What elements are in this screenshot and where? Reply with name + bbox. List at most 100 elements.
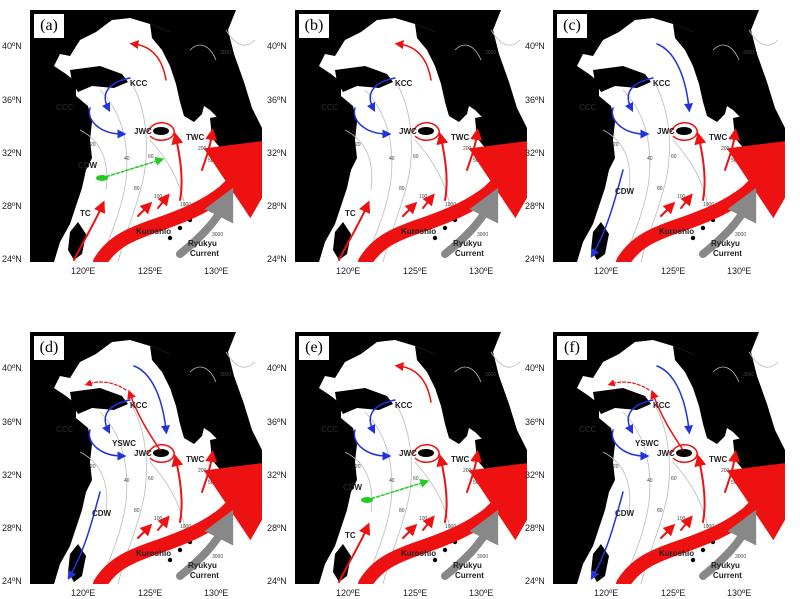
isobath-contour bbox=[622, 411, 651, 584]
x-tick-label: 125ºE bbox=[138, 588, 163, 598]
japan-sea-area bbox=[228, 332, 262, 450]
depth-label: 500 bbox=[208, 480, 217, 486]
label-kuroshio: Kuroshio bbox=[401, 227, 436, 236]
kuroshio-current bbox=[358, 458, 527, 584]
shandong-land bbox=[70, 66, 128, 92]
label-ccc: CCC bbox=[56, 425, 74, 434]
shandong-land bbox=[335, 66, 393, 92]
isobath-contour bbox=[149, 461, 187, 533]
x-tick-label: 120ºE bbox=[336, 588, 361, 598]
depth-label: 20 bbox=[613, 142, 619, 148]
shelf-warm-arrow bbox=[680, 193, 693, 209]
x-tick-label: 125ºE bbox=[661, 266, 686, 276]
jwc-loop bbox=[670, 122, 698, 142]
depth-label: 200 bbox=[463, 146, 472, 152]
ryukyu-current-arrow bbox=[176, 509, 234, 580]
shelf-warm-arrow bbox=[660, 201, 676, 217]
japan-sea-area bbox=[493, 332, 527, 450]
map-panel-e: 3000 20 40 60 80 100 200 500 1000 3000 KCC CCC JWC CD… bbox=[295, 332, 527, 584]
bohai-warm-arrow bbox=[607, 379, 650, 391]
isobath-contour bbox=[344, 129, 373, 191]
ccc-arrow bbox=[366, 77, 396, 113]
label-twc: TWC bbox=[186, 133, 204, 142]
shelf-warm-arrow bbox=[137, 201, 153, 217]
depth-label: 40 bbox=[647, 478, 653, 484]
isobath-contour bbox=[454, 44, 482, 61]
shandong-land bbox=[593, 388, 651, 414]
depth-label: 3000 bbox=[743, 372, 754, 378]
y-tick-label: 32ºN bbox=[2, 470, 22, 480]
x-tick-label: 125ºE bbox=[138, 266, 163, 276]
twc-arrow bbox=[436, 132, 449, 201]
y-tick-label: 40ºN bbox=[267, 363, 287, 373]
depth-label: 100 bbox=[154, 516, 163, 522]
depth-label: 20 bbox=[613, 464, 619, 470]
isobath-contour bbox=[225, 29, 256, 46]
shelf-warm-arrow bbox=[402, 201, 418, 217]
ccc-arrow bbox=[101, 77, 131, 113]
taiwan-land bbox=[333, 544, 351, 582]
depth-label: 40 bbox=[124, 478, 130, 484]
kcc-arrow bbox=[656, 43, 693, 113]
label-twc: TWC bbox=[709, 133, 727, 142]
depth-label: 1000 bbox=[180, 202, 191, 208]
depth-label: 3000 bbox=[485, 50, 496, 56]
x-tick-label: 130ºE bbox=[727, 266, 752, 276]
ryukyu-island bbox=[167, 235, 173, 241]
map-panel-b: 3000 20 40 60 80 100 200 500 1000 3000 KCC CCC JWC TW… bbox=[295, 10, 527, 262]
y-tick-label: 32ºN bbox=[267, 148, 287, 158]
y-tick-label: 40ºN bbox=[525, 41, 545, 51]
ryukyu-island bbox=[700, 547, 706, 553]
depth-label: 200 bbox=[198, 468, 207, 474]
label-ccc: CCC bbox=[321, 425, 339, 434]
label-cdw: CDW bbox=[615, 509, 635, 518]
kuroshio-current bbox=[616, 136, 785, 262]
kuroshio-current bbox=[358, 136, 527, 262]
kuroshio-current bbox=[616, 458, 785, 584]
label-ccc: CCC bbox=[579, 425, 597, 434]
tc-arrow bbox=[73, 200, 106, 261]
label-tc: TC bbox=[80, 209, 91, 218]
depth-label: 80 bbox=[134, 186, 140, 192]
isobath-contour bbox=[712, 366, 740, 383]
tsushima-arrow bbox=[201, 450, 218, 493]
shelf-warm-arrow bbox=[422, 193, 435, 209]
tc-arrow bbox=[338, 522, 371, 583]
cdw-arrow bbox=[590, 491, 624, 580]
label-twc: TWC bbox=[709, 455, 727, 464]
ccc-arrow-lower bbox=[353, 107, 392, 139]
depth-label: 1000 bbox=[180, 524, 191, 530]
depth-label: 20 bbox=[90, 464, 96, 470]
y-tick-label: 24ºN bbox=[267, 254, 287, 264]
y-tick-label: 40ºN bbox=[2, 363, 22, 373]
y-tick-label: 40ºN bbox=[525, 363, 545, 373]
y-tick-label: 28ºN bbox=[2, 523, 22, 533]
depth-label: 500 bbox=[731, 480, 740, 486]
label-twc: TWC bbox=[451, 133, 469, 142]
y-tick-label: 28ºN bbox=[525, 201, 545, 211]
y-tick-label: 36ºN bbox=[2, 95, 22, 105]
jeju-island bbox=[418, 127, 434, 135]
jwc-loop bbox=[147, 444, 175, 464]
label-kcc: KCC bbox=[130, 79, 148, 88]
isobath-contour bbox=[99, 411, 128, 584]
label-kcc: KCC bbox=[653, 79, 671, 88]
tsushima-arrow bbox=[466, 128, 483, 171]
isobath-contour bbox=[622, 89, 651, 262]
twc-arrow bbox=[171, 132, 184, 201]
depth-label: 60 bbox=[148, 476, 154, 482]
y-tick-label: 32ºN bbox=[2, 148, 22, 158]
isobath-contour bbox=[672, 139, 710, 211]
y-tick-label: 24ºN bbox=[2, 576, 22, 586]
depth-label: 60 bbox=[413, 154, 419, 160]
jwc-loop bbox=[670, 444, 698, 464]
twc-arrow bbox=[694, 132, 707, 201]
taiwan-land bbox=[333, 222, 351, 260]
depth-label: 200 bbox=[721, 146, 730, 152]
depth-label: 3000 bbox=[743, 50, 754, 56]
label-yswc: YSWC bbox=[635, 439, 659, 448]
label-kuroshio: Kuroshio bbox=[401, 549, 436, 558]
depth-label: 1000 bbox=[703, 202, 714, 208]
